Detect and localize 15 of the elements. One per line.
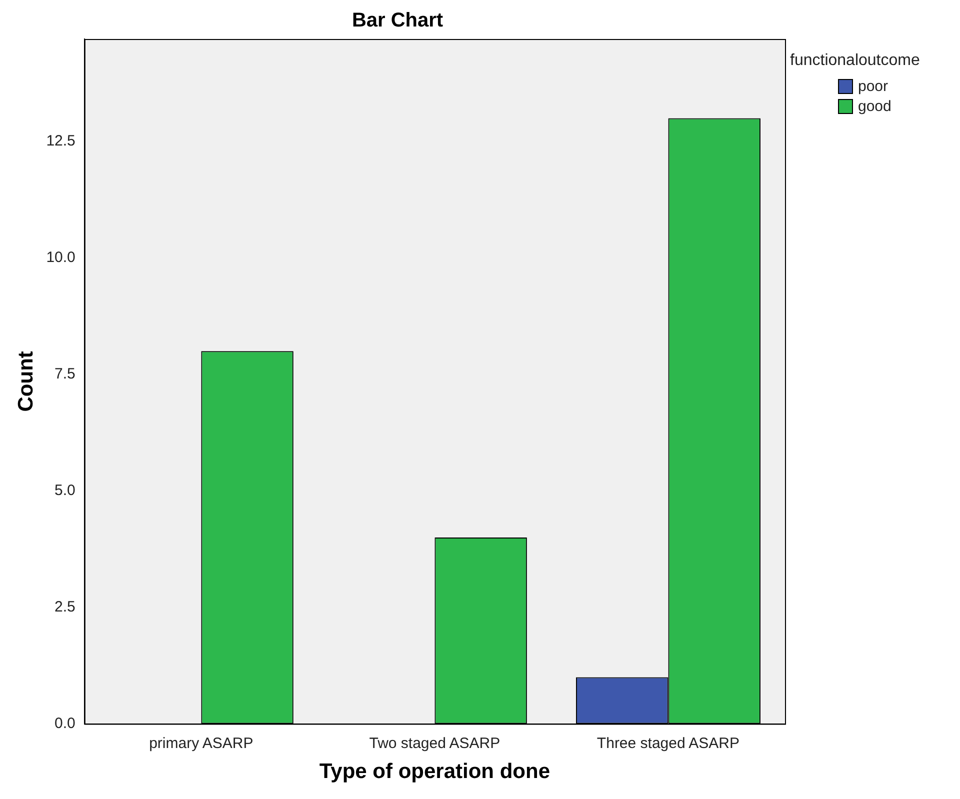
y-tick-label: 7.5	[54, 366, 76, 383]
legend-label: poor	[858, 78, 888, 95]
y-tick-label: 0.0	[54, 714, 76, 732]
chart-title: Bar Chart	[352, 10, 444, 32]
legend-label: good	[858, 98, 892, 115]
y-axis-title: Count	[14, 351, 38, 412]
y-tick-label: 10.0	[46, 249, 76, 266]
x-axis-title: Type of operation done	[319, 760, 550, 784]
x-tick-label: Three staged ASARP	[596, 734, 740, 752]
x-tick-label: Two staged ASARP	[369, 734, 500, 752]
y-tick-label: 12.5	[46, 132, 76, 150]
y-tick-label: 2.5	[54, 598, 76, 616]
y-tick-label: 5.0	[54, 482, 76, 500]
x-tick-label: primary ASARP	[149, 734, 254, 752]
legend-title: functionaloutcome	[790, 52, 920, 70]
